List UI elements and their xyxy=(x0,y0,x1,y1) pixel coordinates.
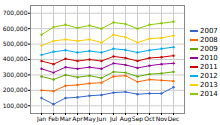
svg-text:400,000: 400,000 xyxy=(3,55,28,62)
svg-text:Mar: Mar xyxy=(60,115,72,122)
svg-text:Aug: Aug xyxy=(120,115,132,123)
svg-text:600,000: 600,000 xyxy=(3,25,28,32)
html-text:2012: 2012 xyxy=(200,71,218,80)
html-text:2008: 2008 xyxy=(200,35,218,44)
svg-text:Jun: Jun xyxy=(96,115,107,123)
svg-text:300,000: 300,000 xyxy=(3,71,28,78)
svg-text:Apr: Apr xyxy=(72,115,83,123)
html-text:2011: 2011 xyxy=(200,62,218,71)
svg-text:Nov: Nov xyxy=(156,115,168,122)
svg-text:500,000: 500,000 xyxy=(3,40,28,47)
svg-text:700,000: 700,000 xyxy=(3,9,28,16)
html-text:2014: 2014 xyxy=(200,89,218,98)
html-text:2013: 2013 xyxy=(200,80,218,89)
svg-text:Dec: Dec xyxy=(168,115,180,122)
html-text:2009: 2009 xyxy=(200,44,218,53)
svg-text:100,000: 100,000 xyxy=(3,102,28,109)
svg-text:Sep: Sep xyxy=(132,115,144,123)
svg-text:Jul: Jul xyxy=(109,115,118,123)
svg-text:Feb: Feb xyxy=(48,115,59,122)
html-text:2007: 2007 xyxy=(200,26,218,35)
svg-text:Oct: Oct xyxy=(144,115,155,122)
html-text:2010: 2010 xyxy=(200,53,218,62)
svg-text:May: May xyxy=(83,115,96,123)
svg-text:Jan: Jan xyxy=(36,115,46,123)
svg-text:200,000: 200,000 xyxy=(3,86,28,93)
